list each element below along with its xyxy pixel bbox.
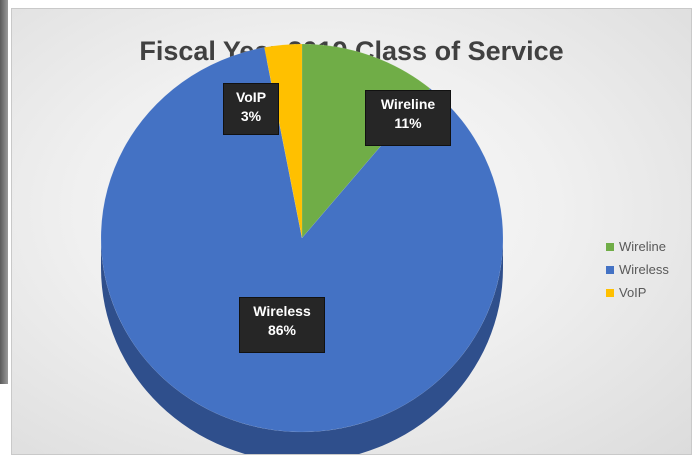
data-label-voip-category: VoIP — [235, 89, 267, 105]
legend-label-wireless: Wireless — [619, 262, 669, 277]
legend-swatch-voip — [606, 288, 614, 297]
data-label-wireline: Wireline 11% — [365, 90, 451, 146]
left-edge-strip — [0, 0, 8, 384]
chart-area: Fiscal Year 2019 Class of Service Wireli… — [11, 8, 692, 455]
legend-swatch-wireline — [606, 242, 614, 251]
data-label-wireless-value: 86% — [267, 322, 297, 338]
legend-swatch-wireless — [606, 265, 614, 274]
legend-item-wireline[interactable]: Wireline — [606, 235, 669, 258]
data-label-wireless: Wireless 86% — [239, 297, 325, 353]
pie-chart — [100, 43, 504, 454]
data-label-wireline-category: Wireline — [380, 96, 436, 112]
data-label-voip: VoIP 3% — [223, 83, 279, 135]
data-label-wireline-value: 11% — [394, 115, 422, 131]
legend-item-wireless[interactable]: Wireless — [606, 258, 669, 281]
data-label-wireless-category: Wireless — [253, 303, 311, 319]
legend: Wireline Wireless VoIP — [606, 235, 669, 304]
legend-label-voip: VoIP — [619, 285, 647, 300]
data-label-voip-value: 3% — [240, 108, 262, 124]
legend-item-voip[interactable]: VoIP — [606, 281, 669, 304]
legend-label-wireline: Wireline — [619, 239, 666, 254]
